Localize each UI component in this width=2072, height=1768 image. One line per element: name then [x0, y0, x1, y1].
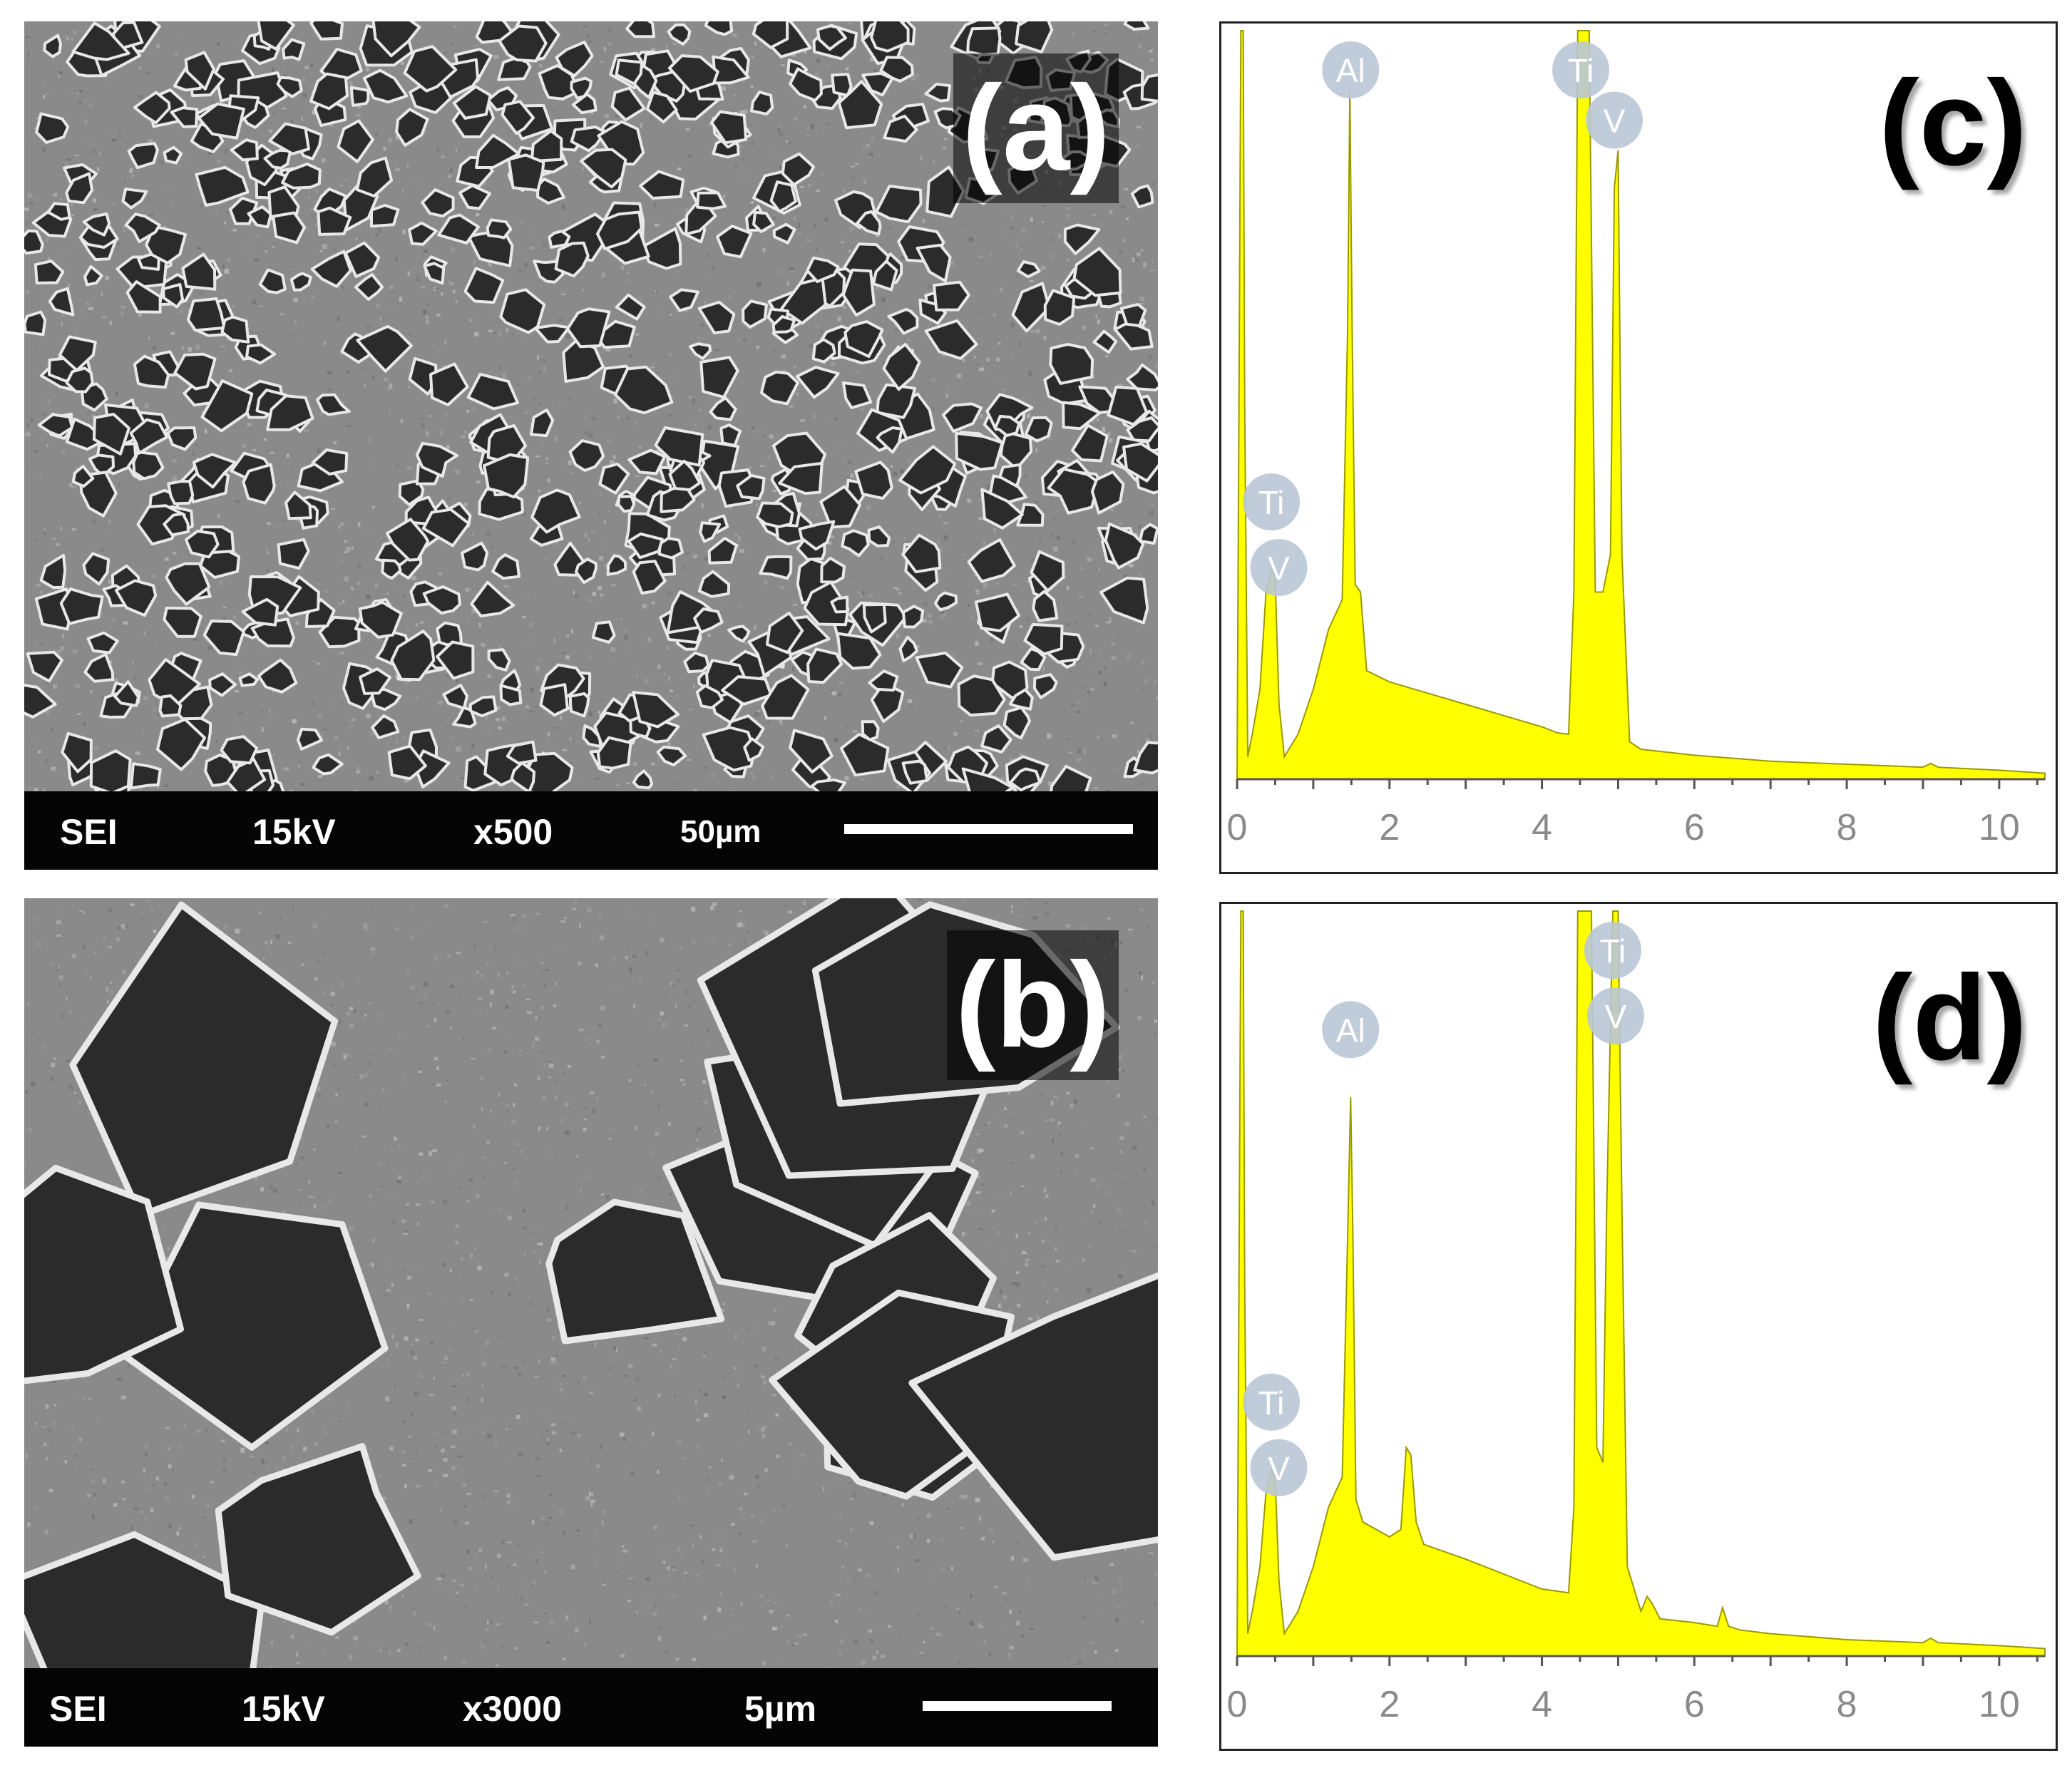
- element-symbol: Ti: [1258, 1384, 1285, 1422]
- x-tick-label: 10: [1979, 807, 2020, 848]
- element-symbol: V: [1268, 550, 1290, 587]
- x-tick-label: 4: [1532, 1684, 1552, 1725]
- sem-mode-a: SEI: [60, 812, 118, 852]
- element-badge-ti: Ti: [1584, 922, 1641, 979]
- element-symbol: V: [1268, 1450, 1290, 1487]
- eds-chart-d: 0 2 4 6 8 10 Al Ti V Ti V: [1227, 910, 2046, 1725]
- element-badge-al: Al: [1322, 1001, 1380, 1059]
- x-tick-label: 4: [1532, 807, 1552, 848]
- sem-voltage-a: 15kV: [252, 812, 336, 852]
- x-tick-label: 0: [1227, 807, 1248, 848]
- element-badge-v: V: [1586, 91, 1643, 149]
- scale-bar-b: [923, 1701, 1112, 1711]
- sem-info-bar-b: SEI 15kV x3000 5µm: [24, 1668, 1158, 1747]
- x-tick-label: 8: [1837, 807, 1857, 848]
- panel-label-b: (b): [946, 930, 1119, 1080]
- sem-image-b: (b) SEI 15kV x3000 5µm: [24, 898, 1158, 1747]
- x-tick-label: 0: [1227, 1684, 1248, 1725]
- panel-label-c: (c): [1879, 56, 2027, 191]
- element-symbol: Ti: [1258, 484, 1285, 521]
- panel-label-d: (d): [1872, 950, 2027, 1086]
- x-tick-label: 6: [1684, 1684, 1705, 1725]
- sem-info-bar-a: SEI 15kV x500 50µm: [24, 791, 1158, 870]
- element-badge-ti: Ti: [1243, 1373, 1301, 1431]
- sem-mode-b: SEI: [49, 1689, 107, 1729]
- element-symbol: V: [1605, 998, 1627, 1035]
- sem-magnification-b: x3000: [463, 1689, 563, 1729]
- element-symbol: Al: [1336, 1012, 1365, 1049]
- scale-bar-a: [844, 824, 1133, 834]
- sem-scale-label-b: 5µm: [744, 1689, 817, 1729]
- element-badge-v: V: [1250, 1439, 1308, 1496]
- panel-label-a: (a): [953, 53, 1119, 203]
- x-tick-label: 6: [1684, 807, 1705, 848]
- element-symbol: Ti: [1568, 52, 1594, 89]
- element-badge-ti: Ti: [1552, 41, 1610, 98]
- element-badge-v: V: [1250, 539, 1308, 596]
- sem-magnification-a: x500: [473, 812, 553, 852]
- x-tick-label: 10: [1979, 1684, 2020, 1725]
- element-badge-v: V: [1586, 987, 1644, 1044]
- x-tick-label: 8: [1837, 1684, 1857, 1725]
- element-symbol: Al: [1336, 52, 1365, 89]
- element-symbol: V: [1604, 103, 1626, 140]
- eds-spectrum-d: 0 2 4 6 8 10 Al Ti V Ti V (d): [1219, 902, 2058, 1751]
- eds-chart-c: 0 2 4 6 8 10 Al Ti V Ti V: [1227, 30, 2046, 848]
- x-tick-label: 2: [1379, 1684, 1400, 1725]
- element-badge-al: Al: [1322, 41, 1380, 98]
- sem-scale-label-a: 50µm: [680, 814, 761, 849]
- x-tick-label: 2: [1379, 807, 1400, 848]
- element-symbol: Ti: [1600, 932, 1626, 970]
- spectrum-area: [1236, 910, 2046, 1657]
- sem-voltage-b: 15kV: [242, 1689, 325, 1729]
- element-badge-ti: Ti: [1243, 473, 1301, 530]
- eds-spectrum-c: 0 2 4 6 8 10 Al Ti V Ti V (c): [1219, 21, 2058, 874]
- sem-image-a: (a) SEI 15kV x500 50µm: [24, 21, 1158, 870]
